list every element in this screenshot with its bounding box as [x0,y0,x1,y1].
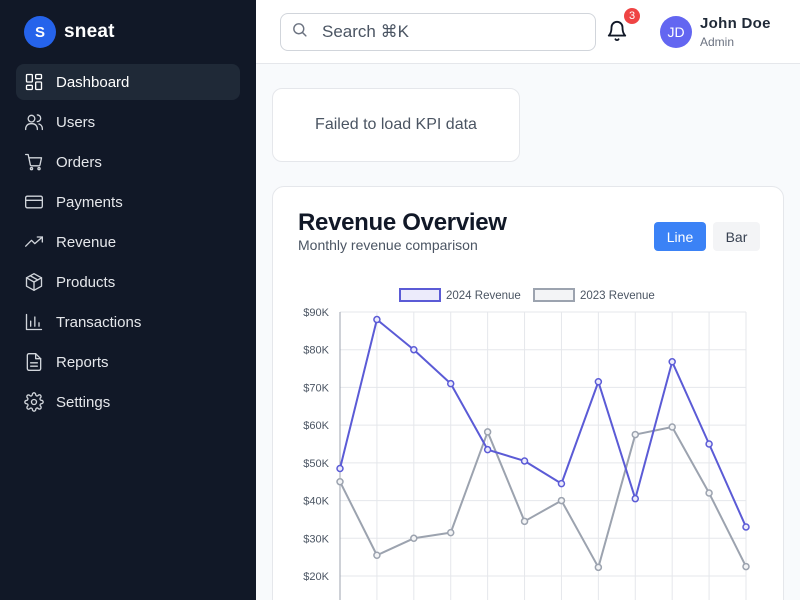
data-point [557,496,566,505]
search-input[interactable]: Search ⌘K [280,13,596,51]
data-point [483,428,492,436]
data-point [705,489,713,497]
data-point [336,477,344,486]
y-tick-label: $90K [303,307,329,319]
sidebar-item-label: Settings [56,393,111,411]
y-tick-label: $40K [303,496,329,508]
sidebar-item-reports[interactable]: Reports [16,344,240,380]
sidebar: S sneat Dashboard Users Orders Payments … [0,0,256,600]
bell-icon [606,21,628,46]
y-tick-label: $70K [303,382,329,394]
revenue-line-chart: $20K $30K $40K $50K $60K $70K $80K $90K 2024 Rev… [303,288,750,600]
sidebar-nav: Dashboard Users Orders Payments Revenue … [16,64,240,424]
user-name: John Doe [700,15,771,32]
sidebar-item-label: Payments [56,193,123,211]
legend-swatch [399,288,441,302]
file-text-icon [24,352,44,372]
data-point [483,445,492,454]
user-role: Admin [700,35,735,49]
box-icon [24,272,44,292]
kpi-error-message: Failed to load KPI data [315,116,477,133]
data-point [336,464,344,473]
revenue-chart-card: Revenue Overview Monthly revenue compari… [272,186,784,600]
y-tick-label: $60K [303,420,329,432]
legend-label: 2024 Revenue [446,290,521,302]
sidebar-item-dashboard[interactable]: Dashboard [16,64,240,100]
notification-button[interactable] [606,20,630,44]
y-tick-label: $30K [303,533,329,545]
sidebar-item-revenue[interactable]: Revenue [16,224,240,260]
data-point [410,534,418,543]
y-tick-label: $50K [303,458,329,470]
sidebar-item-label: Reports [56,353,109,371]
data-point [520,457,529,465]
users-icon [24,112,44,132]
cart-icon [24,152,44,172]
search-placeholder: Search ⌘K [322,22,409,41]
sidebar-item-transactions[interactable]: Transactions [16,304,240,340]
sidebar-item-users[interactable]: Users [16,104,240,140]
search-icon [291,21,308,43]
bar-chart-icon [24,312,44,332]
bar-toggle-button[interactable]: Bar [713,222,760,251]
data-point [668,423,676,431]
brand-logo: S [24,16,56,48]
brand-name: sneat [64,21,115,42]
data-point [520,517,529,526]
series-line [339,426,747,569]
data-point [446,379,455,388]
chart-title: Revenue Overview [298,209,507,236]
sidebar-item-settings[interactable]: Settings [16,384,240,420]
data-point [742,523,750,531]
gear-icon [24,392,44,412]
legend-swatch [533,288,575,302]
legend-label: 2023 Revenue [580,290,655,302]
data-point [373,551,381,560]
data-point [631,494,640,503]
data-point [742,562,750,571]
notification-badge: 3 [624,8,640,24]
data-point [668,358,676,366]
line-toggle-button[interactable]: Line [654,222,706,251]
sidebar-item-orders[interactable]: Orders [16,144,240,180]
y-tick-label: $80K [303,345,329,357]
data-point [594,563,603,572]
sidebar-item-label: Transactions [56,313,142,331]
data-point [557,479,566,488]
sidebar-item-label: Orders [56,153,102,171]
sidebar-item-label: Revenue [56,233,117,251]
data-point [410,345,418,354]
data-point [446,528,455,537]
trending-up-icon [24,232,44,252]
chart-subtitle: Monthly revenue comparison [298,237,478,253]
topbar: Search ⌘K 3 JD John Doe Admin [256,0,800,64]
data-point [631,430,640,439]
brand[interactable]: S sneat [24,16,115,48]
data-point [705,440,713,448]
y-tick-label: $20K [303,571,329,583]
sidebar-item-payments[interactable]: Payments [16,184,240,220]
sidebar-item-label: Products [56,273,116,291]
series-line [339,318,747,528]
sidebar-item-label: Dashboard [56,73,130,91]
kpi-card: Failed to load KPI data [272,88,520,162]
sidebar-item-products[interactable]: Products [16,264,240,300]
data-point [373,315,381,324]
dashboard-icon [24,72,44,92]
avatar[interactable]: JD [660,16,692,48]
sidebar-item-label: Users [56,113,96,131]
data-point [594,378,603,386]
credit-card-icon [24,192,44,212]
